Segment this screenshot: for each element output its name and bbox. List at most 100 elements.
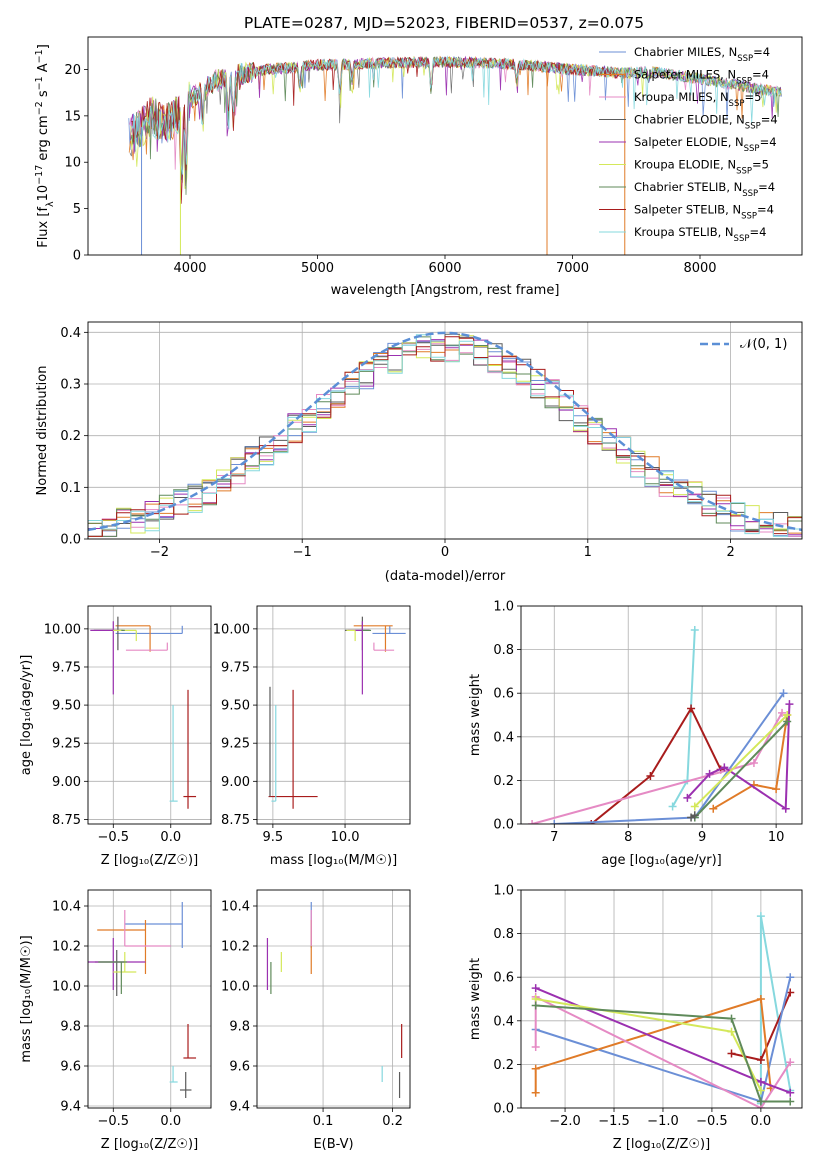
weight-marker <box>531 1042 540 1051</box>
errorbar-point <box>90 621 120 695</box>
y-label-part: Flux [f <box>36 207 51 248</box>
x-tick-label: 6000 <box>428 261 461 276</box>
y-tick-label: 9.75 <box>221 660 250 675</box>
y-tick-label: 0.6 <box>493 687 514 702</box>
panel-mass-vs-EBV: 0.1 0.2 9.4 9.6 9.8 10.0 10.2 10.4 E(B-V) <box>221 889 411 1152</box>
plot-area <box>257 890 410 1108</box>
legend-label-value: =4 <box>757 203 774 217</box>
plot-area <box>521 890 802 1108</box>
weight-marker <box>756 995 765 1003</box>
legend-label: Chabrier STELIB, NSSP=4 <box>634 180 775 199</box>
legend-label-sub: SSP <box>737 54 753 64</box>
x-axis-label: (data-model)/error <box>385 569 506 584</box>
weight-marker <box>720 763 729 772</box>
x-tick-label: 0.2 <box>382 1114 403 1129</box>
axes-frame <box>520 889 803 1109</box>
weight-marker <box>749 758 758 767</box>
y-label-part: λ <box>45 201 56 207</box>
axes-frame <box>87 36 803 256</box>
x-tick-label: 5000 <box>301 261 334 276</box>
y-tick-label: 9.4 <box>229 1100 250 1115</box>
errorbar-point <box>353 625 393 652</box>
x-tick-label: −1.0 <box>647 1114 679 1129</box>
y-tick-label: 9.4 <box>60 1100 81 1115</box>
x-tick-label: −0.5 <box>98 830 130 845</box>
y-tick-label: 10.00 <box>44 622 81 637</box>
errorbar-point <box>345 616 370 651</box>
legend-label-sub: SSP <box>741 212 757 222</box>
x-axis-label: E(B-V) <box>313 1137 353 1152</box>
weight-series-line <box>534 995 792 1108</box>
spectrum-series-line <box>131 56 624 204</box>
legend-label: 𝒩(0, 1) <box>740 337 787 352</box>
y-axis-label: age [log₁₀(age/yr)] <box>19 655 34 776</box>
y-label-part: −2 <box>34 101 45 115</box>
y-tick-label: 9.6 <box>60 1060 81 1075</box>
errorbar-point <box>346 629 356 642</box>
legend-label-text: Kroupa ELODIE, N <box>634 158 736 172</box>
y-tick-label: 10.2 <box>221 940 250 955</box>
errorbar-point <box>115 625 151 652</box>
weight-marker <box>690 811 699 820</box>
y-label-part: A <box>36 63 51 76</box>
errorbar-point <box>179 1072 192 1098</box>
errorbar-point <box>124 910 171 947</box>
x-axis-label: age [log₁₀(age/yr)] <box>601 853 722 868</box>
y-tick-label: 0.2 <box>60 429 81 444</box>
panel-mass-weight-vs-Z: −2.0 −1.5 −1.0 −0.5 0.0 0.0 0.2 0.4 0.6 0.8 1.0 Z [… <box>468 884 803 1152</box>
y-axis-label: Flux [fλ10−17 erg cm−2 s−1 A−1] <box>34 44 56 248</box>
legend-label-value: =5 <box>752 158 769 172</box>
y-label-part: 10 <box>36 185 51 202</box>
x-tick-label: 9 <box>698 830 706 845</box>
errorbar-point <box>183 1024 197 1059</box>
legend-label-text: Salpeter MILES, N <box>634 68 736 82</box>
y-tick-label: 9.25 <box>52 737 81 752</box>
y-tick-label: 10.4 <box>52 900 81 915</box>
y-tick-label: 10.0 <box>221 980 250 995</box>
weight-marker <box>756 1077 765 1086</box>
legend-label-sub: SSP <box>742 189 758 199</box>
y-tick-label: 8.75 <box>52 813 81 828</box>
y-tick-label: 9.50 <box>221 699 250 714</box>
y-tick-label: 0.4 <box>493 1014 514 1029</box>
errorbar-point <box>124 902 183 948</box>
y-tick-label: 0.8 <box>493 927 514 942</box>
legend-label-value: =4 <box>752 68 769 82</box>
x-tick-label: −2.0 <box>549 1114 581 1129</box>
legend-label: Chabrier MILES, NSSP=4 <box>634 45 770 64</box>
y-tick-label: 0.8 <box>493 643 514 658</box>
y-axis-label: mass [log₁₀(M/M☉)] <box>19 935 34 1062</box>
panel-mass-vs-Z: −0.5 0.0 9.4 9.6 9.8 10.0 10.2 10.4 Z [log₁₀(Z/Z… <box>19 889 212 1152</box>
legend-label-sub: SSP <box>744 144 760 154</box>
y-tick-label: 1.0 <box>493 884 514 899</box>
x-tick-label: 1 <box>584 545 592 560</box>
y-tick-label: 0.1 <box>60 481 81 496</box>
x-tick-label: 10.0 <box>331 830 360 845</box>
legend-label: Salpeter STELIB, NSSP=4 <box>634 203 774 222</box>
weight-marker <box>756 1086 765 1095</box>
y-label-part: −1 <box>34 49 45 63</box>
errorbar-point <box>372 625 406 635</box>
legend-label: Salpeter ELODIE, NSSP=4 <box>634 135 777 154</box>
plot-area <box>257 606 410 824</box>
errorbar-point <box>115 625 183 635</box>
weight-marker <box>786 1058 795 1067</box>
errorbar-point <box>169 1066 178 1083</box>
plot-area <box>88 890 211 1108</box>
weight-series-line <box>694 714 788 808</box>
y-tick-label: 9.8 <box>229 1020 250 1035</box>
y-tick-label: 0.0 <box>493 1102 514 1117</box>
spectrum-series-line <box>131 55 782 175</box>
weight-marker <box>709 804 718 813</box>
y-axis-label: mass weight <box>468 674 483 756</box>
legend-label-value: =5 <box>744 90 761 104</box>
gaussian-curve <box>88 331 802 532</box>
errorbar-point <box>169 705 178 802</box>
y-tick-label: 0.4 <box>60 326 81 341</box>
weight-marker <box>550 820 559 824</box>
axes-frame <box>87 889 212 1109</box>
weight-marker <box>727 1027 736 1036</box>
y-tick-label: 9.8 <box>60 1020 81 1035</box>
y-label-part: ] <box>36 44 51 49</box>
